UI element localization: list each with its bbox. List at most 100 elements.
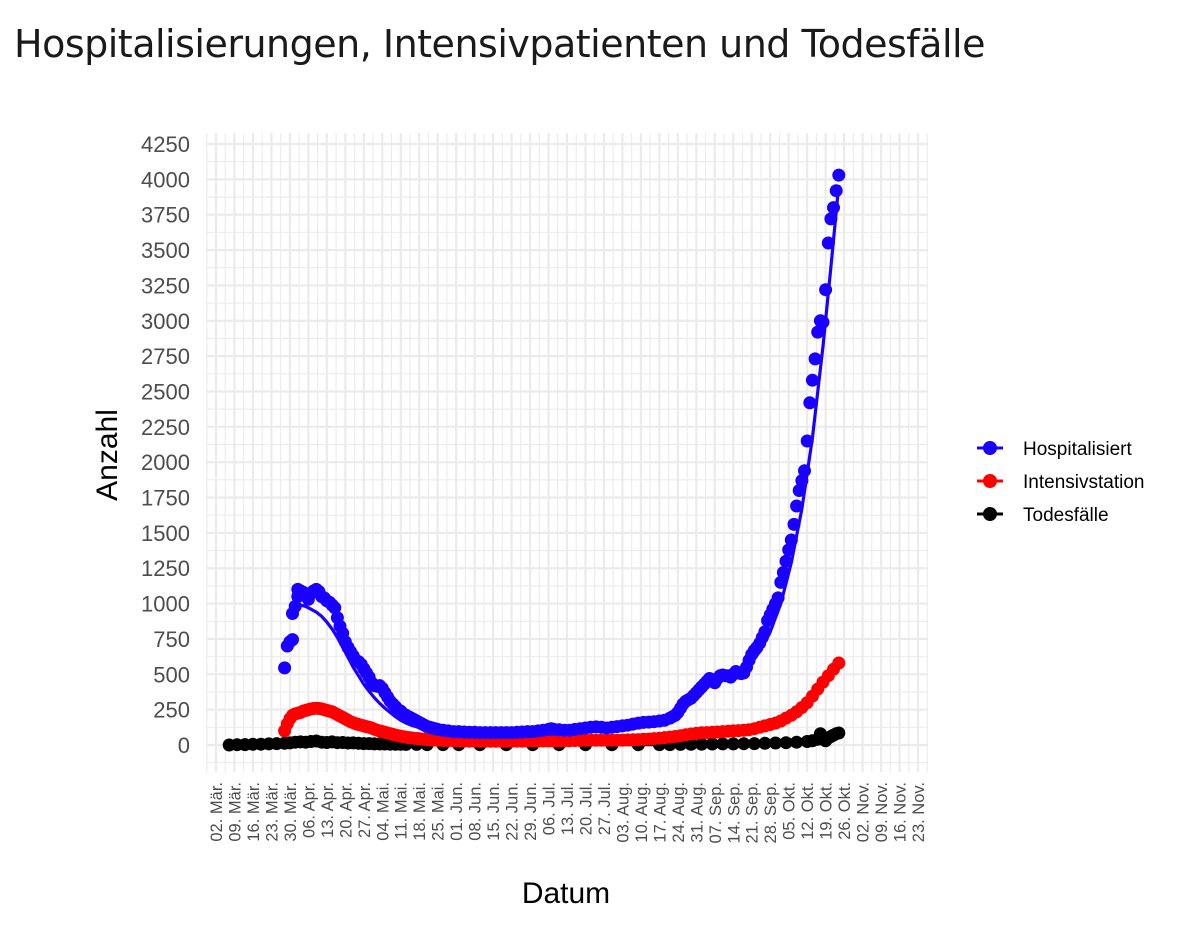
- y-tick-label: 0: [178, 733, 190, 758]
- data-point: [782, 543, 796, 557]
- legend-key-point: [983, 441, 997, 455]
- y-tick-label: 1250: [141, 556, 190, 581]
- legend: Hospitalisiert Intensivstation Todesfälle: [977, 439, 1144, 526]
- series-Intensivstation: [278, 656, 846, 748]
- data-point: [774, 575, 788, 589]
- x-tick-label: 27. Jul.: [596, 782, 614, 835]
- y-tick-label: 2000: [141, 450, 190, 475]
- series-layer: [222, 168, 846, 752]
- x-axis-title: Datum: [522, 877, 610, 910]
- data-point: [824, 212, 838, 226]
- legend-item: Todesfälle: [977, 505, 1109, 526]
- x-tick-label: 07. Sep.: [707, 782, 725, 843]
- x-tick-label: 16. Mär.: [245, 782, 263, 842]
- y-tick-label: 750: [153, 627, 190, 652]
- data-point: [779, 554, 793, 568]
- y-tick-label: 3750: [141, 203, 190, 228]
- x-tick-label: 04. Mai.: [374, 782, 392, 841]
- data-point: [829, 184, 843, 198]
- legend-key-point: [983, 474, 997, 488]
- y-tick-label: 1000: [141, 592, 190, 617]
- data-point: [726, 737, 740, 751]
- data-point: [803, 396, 817, 410]
- legend-label: Intensivstation: [1023, 472, 1144, 493]
- grid: [206, 133, 928, 772]
- x-tick-label: 06. Jul.: [541, 782, 559, 835]
- data-point: [747, 737, 761, 751]
- x-tick-label: 13. Jul.: [559, 782, 577, 835]
- data-point: [800, 434, 814, 448]
- data-point: [769, 736, 782, 750]
- page-title: Hospitalisierungen, Intensivpatienten un…: [14, 22, 985, 66]
- y-tick-label: 2750: [141, 344, 190, 369]
- y-tick-label: 1750: [141, 486, 190, 511]
- data-point: [288, 599, 302, 613]
- data-point: [808, 352, 822, 366]
- y-tick-label: 3000: [141, 309, 190, 334]
- data-point: [790, 499, 804, 513]
- data-point: [705, 737, 719, 751]
- x-tick-label: 20. Jul.: [577, 782, 595, 835]
- y-tick-label: 1500: [141, 521, 190, 546]
- x-tick-label: 28. Sep.: [762, 782, 780, 843]
- x-tick-label: 09. Nov.: [873, 782, 891, 842]
- legend-label: Todesfälle: [1023, 505, 1109, 526]
- x-tick-label: 19. Okt.: [818, 782, 836, 840]
- x-tick-label: 12. Okt.: [799, 782, 817, 840]
- data-point: [784, 533, 798, 547]
- legend-item: Intensivstation: [977, 472, 1144, 493]
- y-axis-title: Anzahl: [91, 409, 124, 501]
- data-point: [832, 168, 846, 182]
- y-tick-label: 4000: [141, 167, 190, 192]
- x-tick-label: 03. Aug.: [614, 782, 632, 843]
- legend-item: Hospitalisiert: [977, 439, 1132, 460]
- legend-label: Hospitalisiert: [1023, 439, 1132, 460]
- x-tick-label: 14. Sep.: [725, 782, 743, 843]
- data-point: [832, 726, 846, 740]
- x-tick-label: 02. Nov.: [855, 782, 873, 842]
- data-point: [716, 737, 730, 751]
- data-point: [278, 661, 292, 675]
- data-point: [805, 373, 819, 387]
- data-point: [811, 325, 825, 339]
- data-point: [684, 737, 698, 751]
- x-tick-label: 18. Mai.: [411, 782, 429, 841]
- x-tick-label: 26. Okt.: [836, 782, 854, 840]
- data-point: [827, 201, 840, 215]
- y-tick-label: 2500: [141, 379, 190, 404]
- x-tick-label: 20. Apr.: [337, 782, 355, 838]
- data-point: [792, 484, 806, 497]
- y-tick-label: 2250: [141, 415, 190, 440]
- y-axis-ticks: 0 250 500 750 1000 1250 1500 1750 2000 2250 2500 27…: [141, 132, 190, 758]
- x-tick-label: 22. Jun.: [504, 782, 522, 841]
- data-point: [758, 736, 772, 750]
- x-tick-label: 31. Aug.: [688, 782, 706, 843]
- data-point: [798, 464, 811, 478]
- x-axis-ticks: 02. Mär. 09. Mär. 16. Mär. 23. Mär. 30. Mär.…: [208, 782, 928, 843]
- y-tick-label: 3500: [141, 238, 190, 263]
- x-tick-label: 23. Nov.: [910, 782, 928, 842]
- x-tick-label: 01. Jun.: [448, 782, 466, 841]
- x-tick-label: 02. Mär.: [208, 782, 226, 842]
- data-point: [779, 736, 793, 750]
- x-tick-label: 17. Aug.: [651, 782, 669, 843]
- y-tick-label: 4250: [141, 132, 190, 157]
- x-tick-label: 29. Jun.: [522, 782, 540, 841]
- series-Hospitalisiert: [278, 168, 846, 740]
- x-tick-label: 08. Jun.: [467, 782, 485, 841]
- y-tick-label: 3250: [141, 273, 190, 298]
- data-point: [776, 566, 790, 579]
- x-tick-label: 23. Mär.: [263, 782, 281, 842]
- data-point: [771, 591, 785, 605]
- data-point: [816, 315, 830, 329]
- y-tick-label: 250: [153, 698, 190, 723]
- data-point: [328, 601, 342, 615]
- y-tick-label: 500: [153, 662, 190, 687]
- x-tick-label: 13. Apr.: [319, 782, 337, 838]
- x-tick-label: 24. Aug.: [670, 782, 688, 843]
- x-tick-label: 30. Mär.: [282, 782, 300, 842]
- x-tick-label: 11. Mai.: [393, 782, 411, 839]
- x-tick-label: 05. Okt.: [781, 782, 799, 840]
- x-tick-label: 10. Aug.: [633, 782, 651, 843]
